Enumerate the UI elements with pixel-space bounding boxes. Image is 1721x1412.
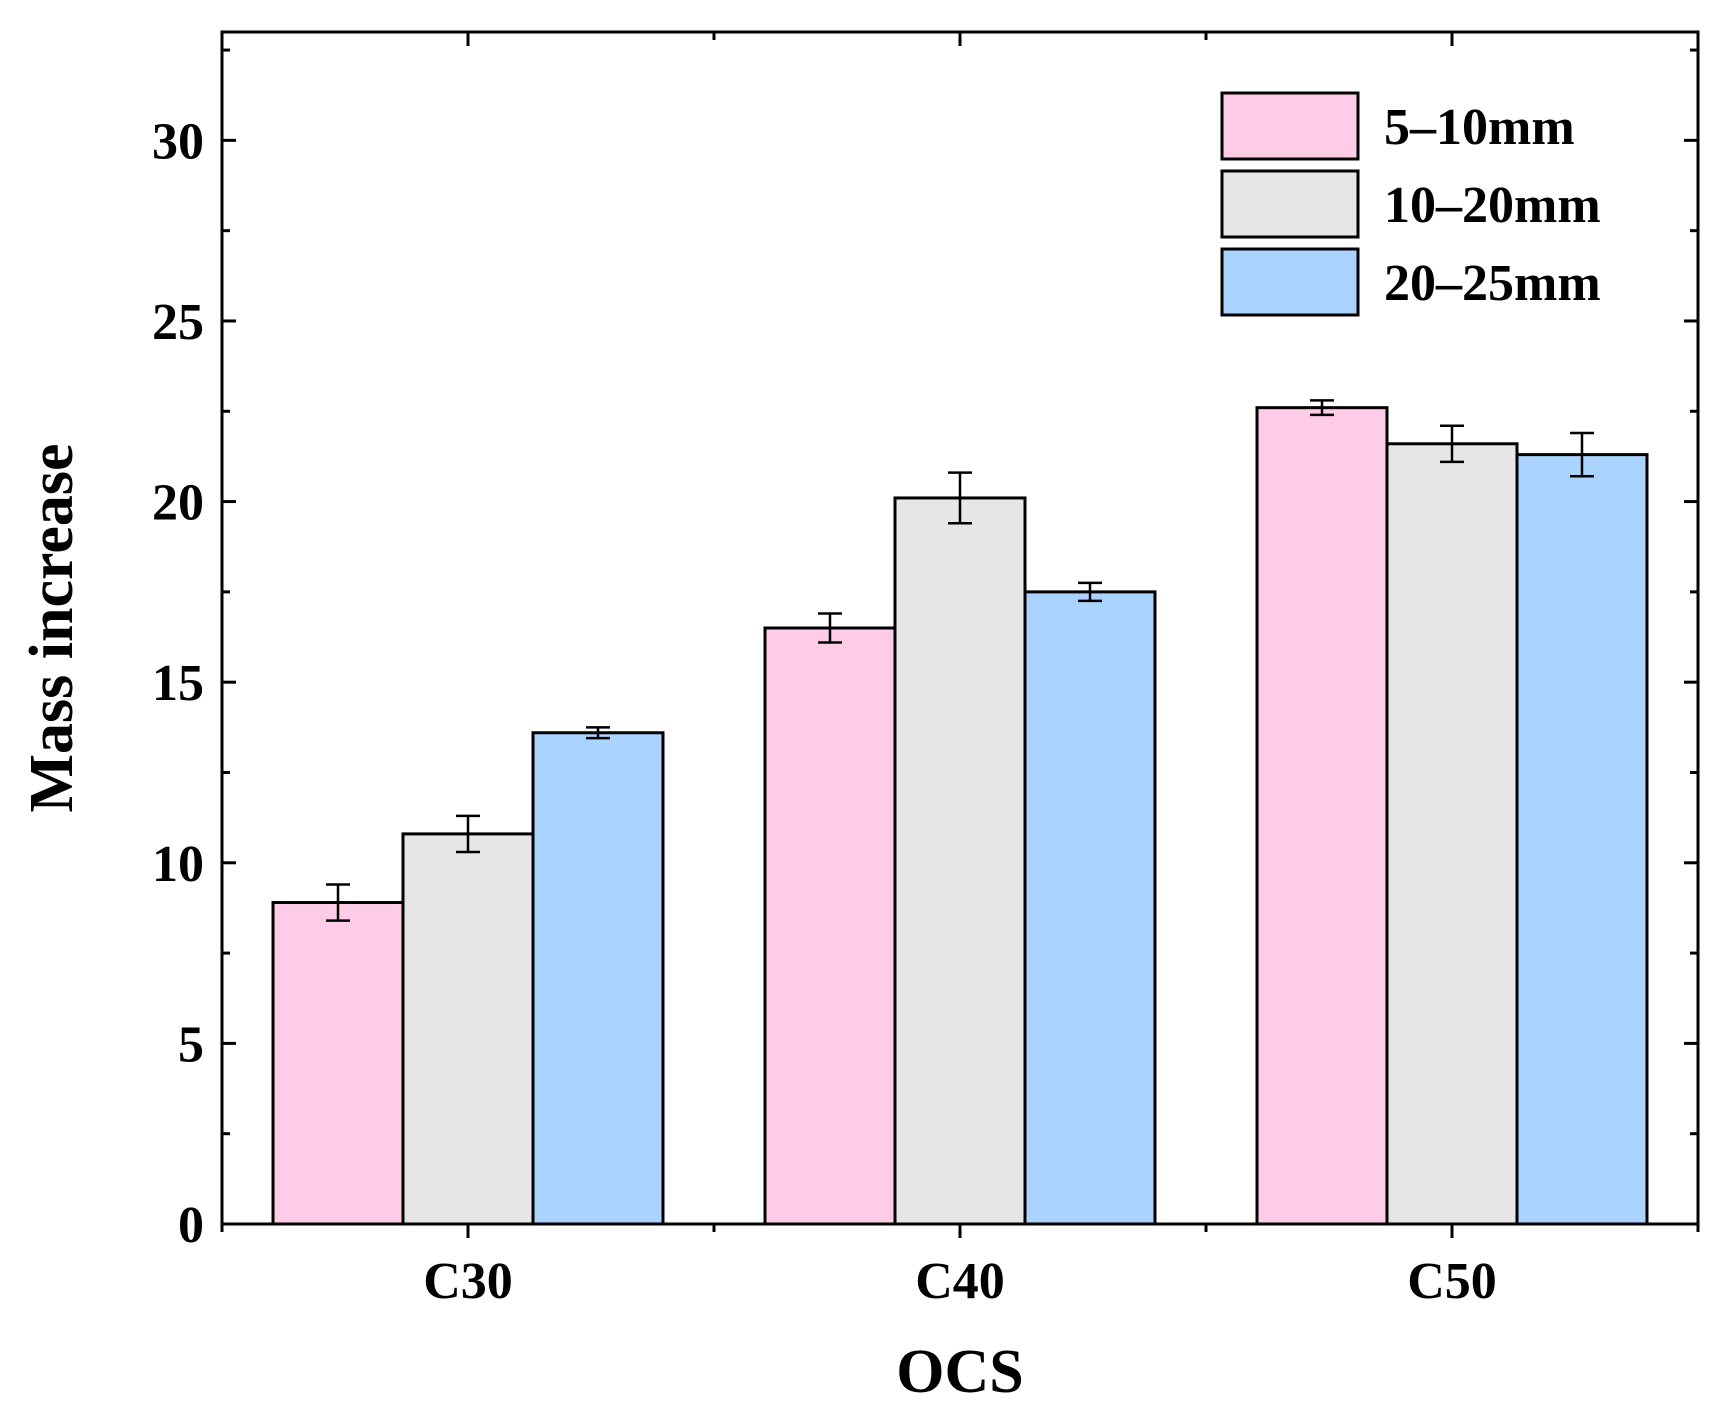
x-tick-label-c50: C50 xyxy=(1407,1253,1497,1310)
y-tick-label-15: 15 xyxy=(152,655,204,712)
y-tick-label-0: 0 xyxy=(178,1197,204,1254)
x-axis-title: OCS xyxy=(896,1338,1023,1406)
error-bar-c50-series-1 xyxy=(1310,399,1334,417)
error-bars-layer xyxy=(326,399,1594,922)
bar-c40-series-2 xyxy=(893,496,1027,1226)
bar-c40-series-3 xyxy=(1023,590,1157,1226)
legend-label-2: 10–20mm xyxy=(1384,177,1601,234)
y-tick-label-30: 30 xyxy=(152,113,204,170)
x-tick-label-c40: C40 xyxy=(915,1253,1005,1310)
bar-c30-series-1 xyxy=(271,901,405,1226)
legend: 5–10mm 10–20mm 20–25mm xyxy=(1220,91,1601,317)
error-bar-c30-series-3 xyxy=(586,726,610,740)
bar-c50-series-3 xyxy=(1515,453,1649,1226)
bar-c30-series-2 xyxy=(401,832,535,1226)
ticks-layer xyxy=(220,32,1700,1238)
bars-layer xyxy=(271,406,1649,1226)
bar-c50-series-1 xyxy=(1255,406,1389,1226)
y-tick-label-20: 20 xyxy=(152,475,204,532)
y-tick-label-5: 5 xyxy=(178,1016,204,1073)
labels-layer: 0 5 10 15 20 25 30 C30 C40 C50 xyxy=(152,113,1497,1310)
legend-swatch-2 xyxy=(1220,169,1360,239)
legend-swatch-3 xyxy=(1220,247,1360,317)
bar-c30-series-3 xyxy=(531,731,665,1226)
y-axis-title: Mass increase xyxy=(18,443,86,812)
legend-item-2: 10–20mm xyxy=(1220,169,1601,239)
error-bar-c30-series-1 xyxy=(326,883,350,922)
y-tick-label-10: 10 xyxy=(152,836,204,893)
error-bar-c30-series-2 xyxy=(456,814,480,854)
x-tick-label-c30: C30 xyxy=(423,1253,513,1310)
legend-swatch-1 xyxy=(1220,91,1360,161)
error-bar-c50-series-3 xyxy=(1570,431,1594,478)
legend-label-3: 20–25mm xyxy=(1384,255,1601,312)
bar-c40-series-1 xyxy=(763,626,897,1226)
error-bar-c40-series-1 xyxy=(818,612,842,644)
legend-item-1: 5–10mm xyxy=(1220,91,1575,161)
error-bar-c50-series-2 xyxy=(1440,424,1464,464)
y-tick-label-25: 25 xyxy=(152,294,204,351)
error-bar-c40-series-3 xyxy=(1078,581,1102,603)
error-bar-c40-series-2 xyxy=(948,471,972,525)
bar-c50-series-2 xyxy=(1385,442,1519,1226)
legend-label-1: 5–10mm xyxy=(1384,99,1575,156)
legend-item-3: 20–25mm xyxy=(1220,247,1601,317)
